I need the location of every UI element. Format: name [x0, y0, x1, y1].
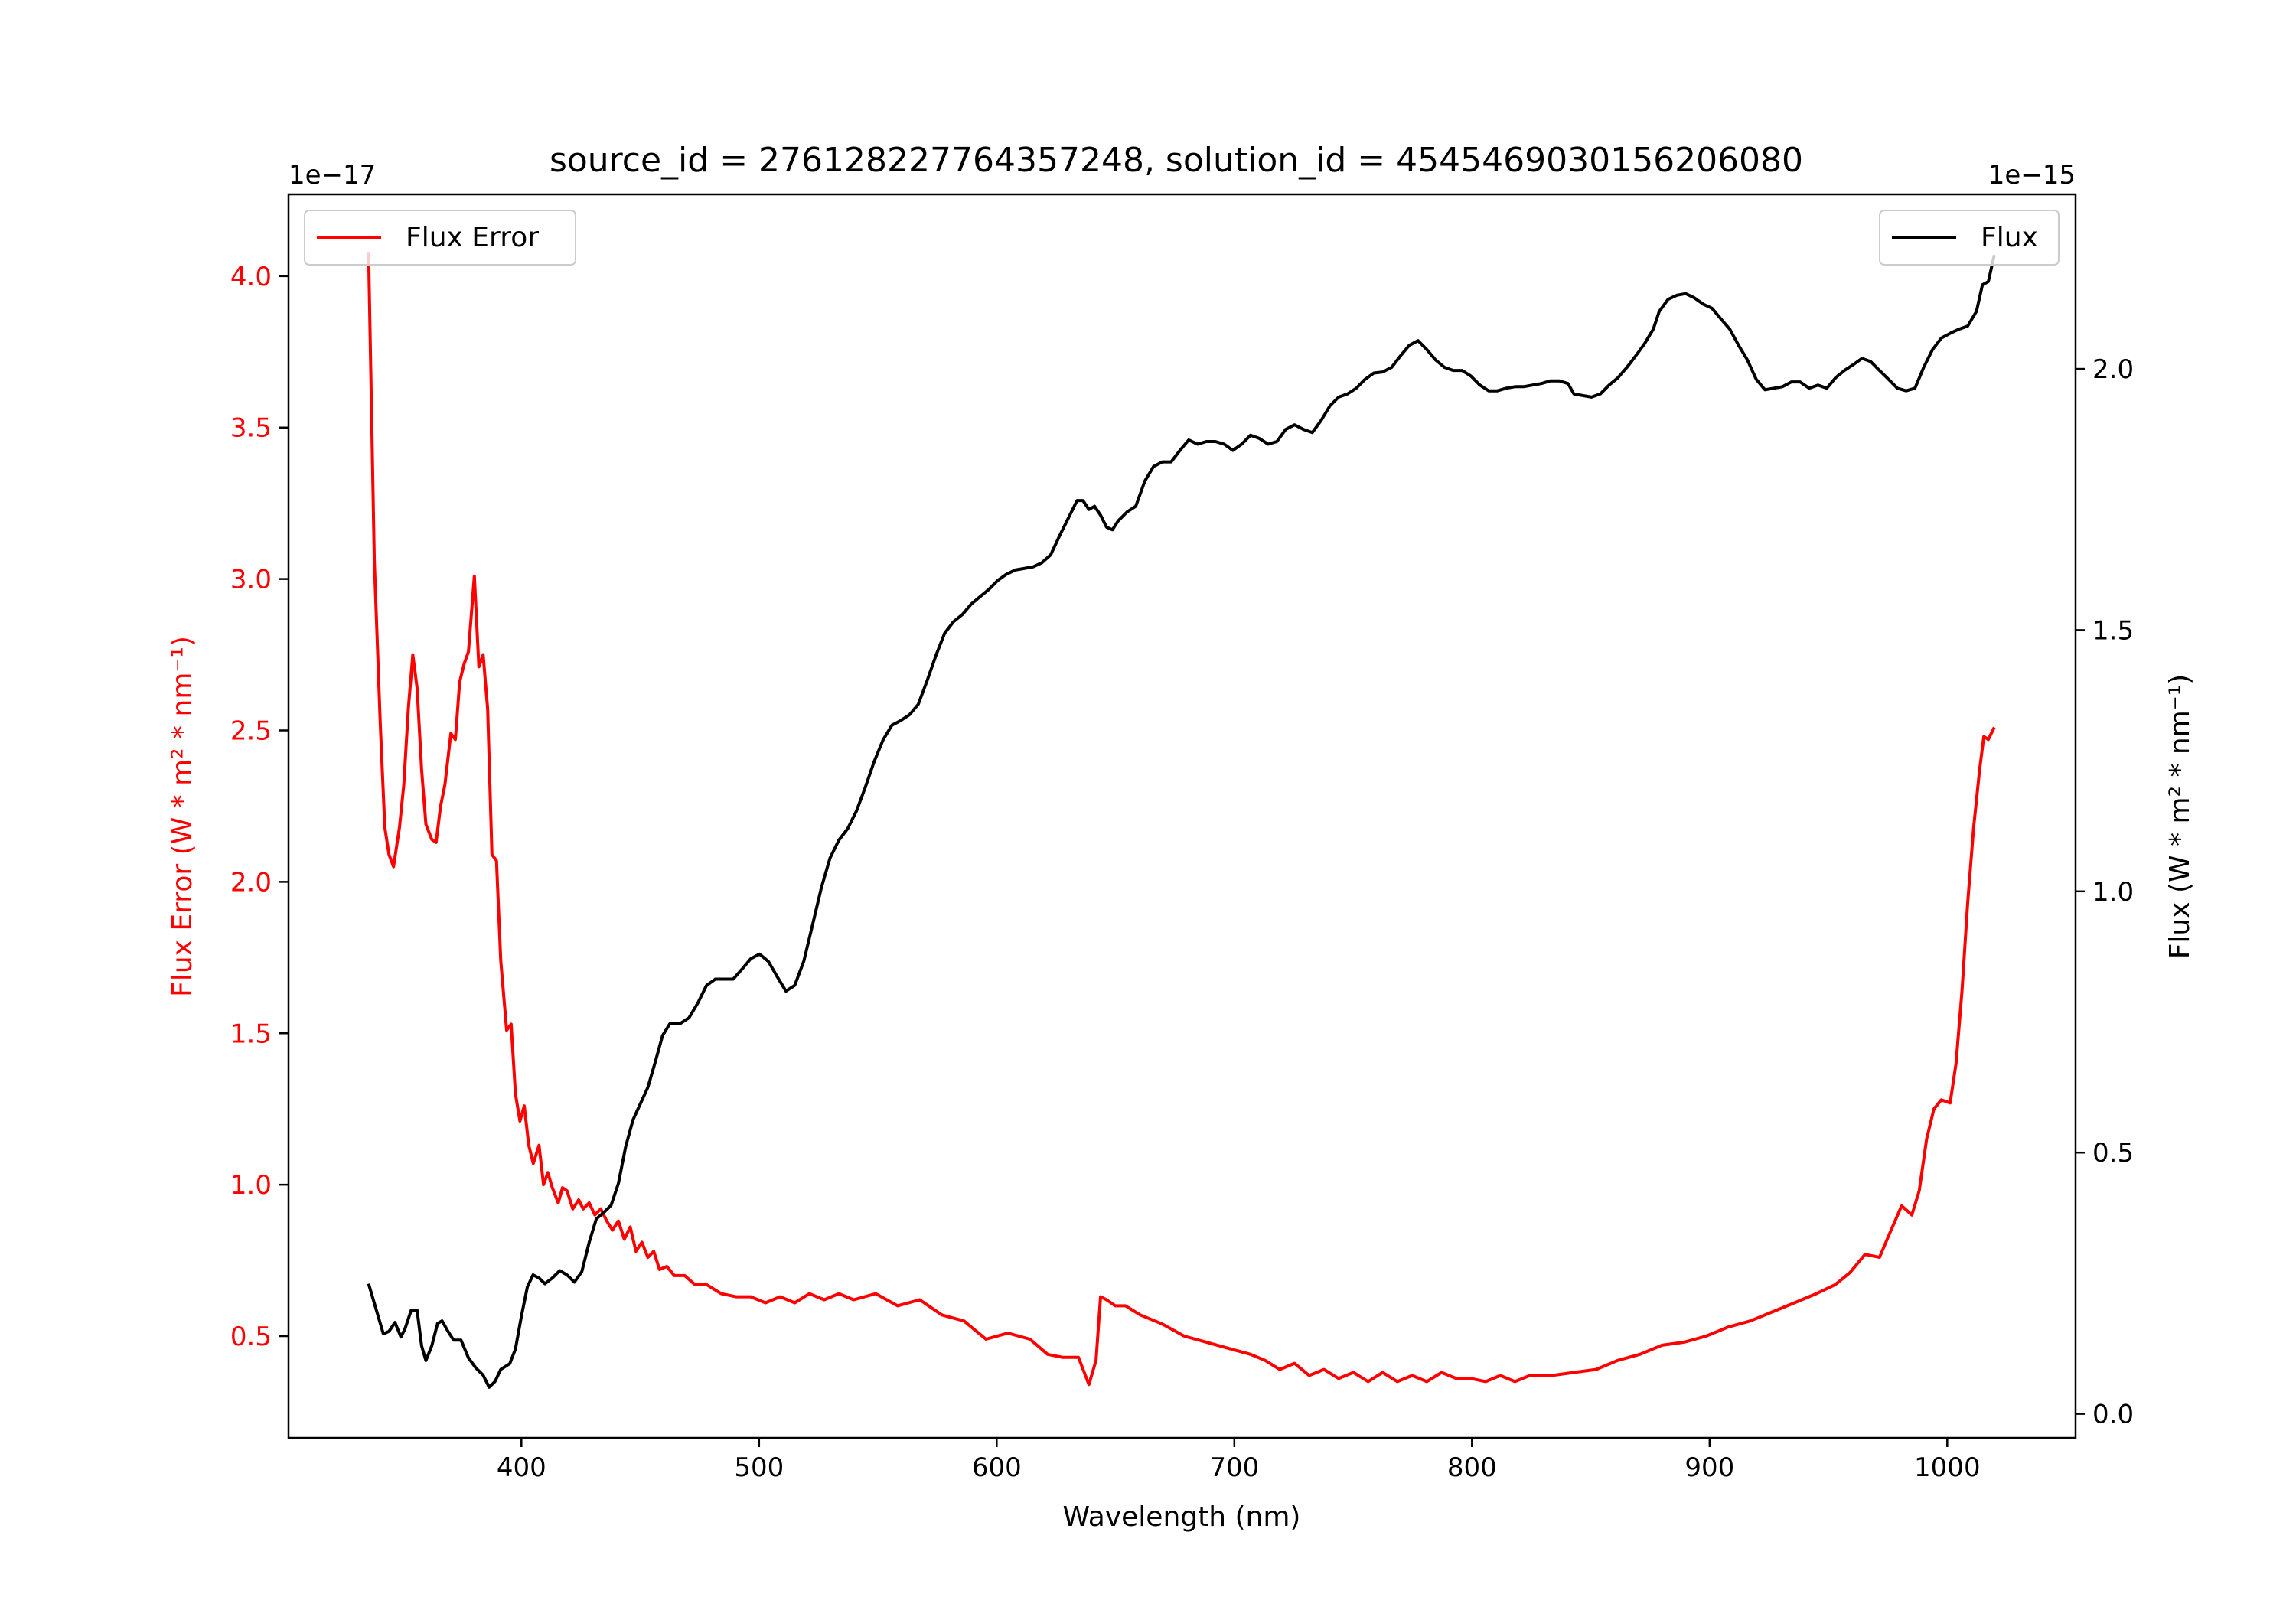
right-y-tick-label: 0.0 [2092, 1400, 2134, 1430]
left-y-axis-label: Flux Error (W * m² * nm⁻¹) [167, 636, 198, 997]
left-y-tick-label: 3.5 [230, 413, 272, 444]
axes-frame [287, 193, 2077, 1439]
right-y-axis-label: Flux (W * m² * nm⁻¹) [2164, 674, 2196, 960]
legend-flux-error: Flux Error [304, 210, 576, 266]
x-tick-label: 1000 [1914, 1452, 1981, 1483]
left-y-tick-label: 3.0 [230, 565, 272, 595]
x-axis-label: Wavelength (nm) [1063, 1501, 1301, 1533]
right-y-tick-label: 2.0 [2092, 354, 2134, 385]
x-tick-label: 500 [734, 1452, 784, 1483]
x-tick-label: 600 [972, 1452, 1022, 1483]
left-offset-text: 1e−17 [289, 160, 376, 191]
right-y-tick-label: 0.5 [2092, 1138, 2134, 1169]
series-line-flux-error [367, 252, 1996, 1387]
left-y-tick-label: 4.0 [230, 262, 272, 292]
right-offset-text: 1e−15 [1988, 160, 2076, 191]
series-line-flux [367, 254, 1996, 1389]
plot-area [367, 252, 1996, 1389]
legend-flux-error-label: Flux Error [406, 222, 539, 253]
x-tick-label: 800 [1447, 1452, 1497, 1483]
legend-flux-label: Flux [1981, 222, 2038, 253]
right-y-tick-label: 1.5 [2092, 615, 2134, 646]
left-y-tick-label: 2.0 [230, 867, 272, 898]
left-y-tick-label: 1.5 [230, 1019, 272, 1049]
ticks: 400 500 600 700 800 900 1000 0.5 1.0 1.5 2.0 2.5 3.0… [230, 262, 2134, 1483]
left-y-tick-label: 1.0 [230, 1170, 272, 1201]
legend-flux: Flux [1879, 210, 2060, 266]
x-tick-label: 400 [497, 1452, 546, 1483]
left-y-tick-label: 0.5 [230, 1322, 272, 1352]
chart-title: source_id = 276128227764357248, solution… [550, 141, 1803, 180]
x-tick-label: 900 [1684, 1452, 1734, 1483]
left-y-tick-label: 2.5 [230, 715, 272, 746]
x-tick-label: 700 [1209, 1452, 1259, 1483]
right-y-tick-label: 1.0 [2092, 877, 2134, 908]
